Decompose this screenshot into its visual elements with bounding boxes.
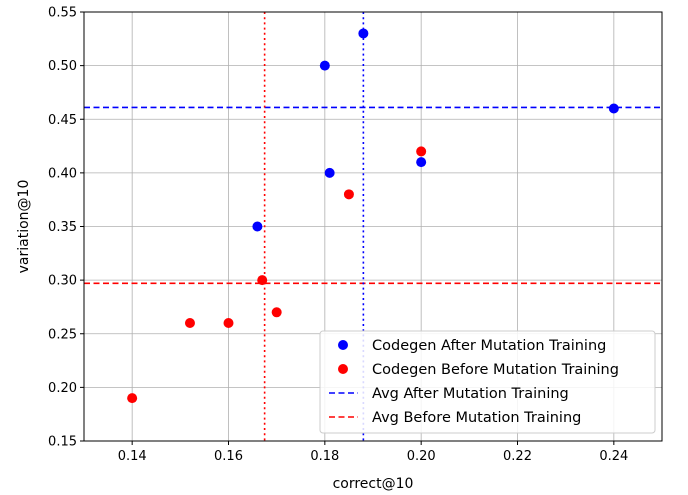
legend-label: Codegen After Mutation Training — [372, 338, 606, 354]
before-training-point — [343, 189, 354, 200]
legend-label: Avg Before Mutation Training — [372, 410, 581, 426]
x-tick-label: 0.24 — [599, 449, 628, 464]
reference-lines — [84, 12, 662, 441]
before-training-point — [184, 318, 195, 329]
data-points — [127, 28, 619, 404]
x-tick-label: 0.18 — [310, 449, 339, 464]
y-tick-label: 0.30 — [48, 274, 77, 289]
before-training-point — [271, 307, 282, 318]
x-tick-label: 0.16 — [214, 449, 243, 464]
y-tick-label: 0.25 — [48, 327, 77, 342]
after-training-point — [319, 60, 330, 71]
after-training-point — [416, 157, 427, 168]
legend-label: Avg After Mutation Training — [372, 386, 569, 402]
y-tick-label: 0.40 — [48, 166, 77, 181]
x-tick-label: 0.20 — [407, 449, 436, 464]
after-training-point — [252, 221, 263, 232]
after-training-point — [608, 103, 619, 114]
legend-box — [319, 330, 656, 434]
y-axis-label: variation@10 — [16, 180, 32, 274]
legend-marker — [338, 364, 348, 374]
y-tick-label: 0.35 — [48, 220, 77, 235]
after-training-point — [324, 167, 335, 178]
y-tick-label: 0.55 — [48, 6, 77, 21]
y-tick-label: 0.15 — [48, 435, 77, 450]
legend-marker — [338, 340, 348, 350]
before-training-point — [416, 146, 427, 157]
after-training-point — [358, 28, 369, 39]
axis-ticks: 0.14 0.16 0.18 0.20 0.22 0.24 0.15 0.20 0.25 0.30… — [48, 6, 628, 465]
before-training-point — [127, 393, 138, 404]
legend-label: Codegen Before Mutation Training — [372, 362, 619, 378]
y-tick-label: 0.50 — [48, 59, 77, 74]
x-tick-label: 0.22 — [503, 449, 532, 464]
x-axis-label: correct@10 — [333, 476, 414, 492]
y-tick-label: 0.20 — [48, 381, 77, 396]
legend: Codegen After Mutation Training Codegen B… — [319, 330, 656, 434]
before-training-point — [223, 318, 234, 329]
before-training-point — [257, 275, 268, 286]
x-tick-label: 0.14 — [118, 449, 147, 464]
y-tick-label: 0.45 — [48, 113, 77, 128]
